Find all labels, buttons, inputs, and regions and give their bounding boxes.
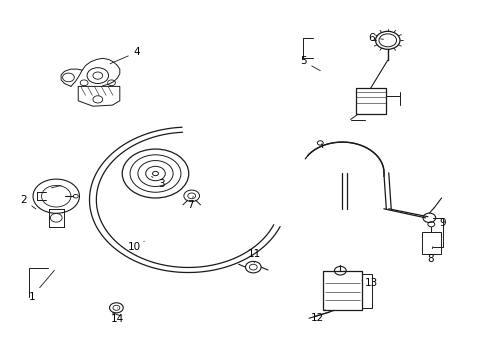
Bar — [322, 271, 361, 310]
Text: 6: 6 — [367, 33, 383, 43]
Text: 7: 7 — [187, 196, 194, 210]
Text: 10: 10 — [128, 241, 144, 252]
Text: 11: 11 — [247, 249, 261, 263]
Bar — [355, 88, 385, 114]
Text: 5: 5 — [299, 56, 320, 71]
Text: 1: 1 — [28, 270, 54, 302]
Text: 9: 9 — [434, 218, 445, 228]
Text: 8: 8 — [426, 247, 433, 264]
Text: 12: 12 — [310, 310, 325, 323]
Text: 3: 3 — [151, 176, 164, 189]
Text: 13: 13 — [361, 278, 378, 288]
Bar — [421, 232, 440, 254]
Text: 4: 4 — [110, 47, 140, 64]
Text: 2: 2 — [20, 195, 36, 209]
Text: 14: 14 — [110, 308, 124, 324]
